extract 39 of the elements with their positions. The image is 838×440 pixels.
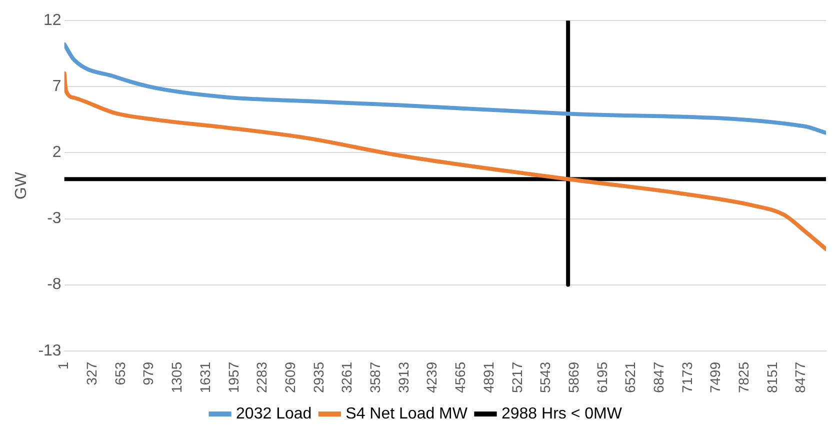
x-tick-label: 8151: [764, 362, 780, 394]
x-tick-label: 8477: [792, 362, 808, 394]
y-tick-label: -13: [38, 342, 62, 360]
y-tick-label: 7: [52, 78, 62, 96]
legend-label: S4 Net Load MW: [346, 405, 468, 422]
x-tick-label: 6521: [622, 362, 638, 394]
legend-label: 2032 Load: [236, 405, 312, 422]
x-tick-label: 4239: [424, 362, 440, 394]
x-tick-label: 6195: [594, 362, 610, 394]
x-tick-label: 7499: [707, 362, 724, 394]
x-tick-label: 7173: [678, 362, 695, 394]
y-tick-label: -8: [47, 276, 62, 294]
x-tick-label: 4891: [480, 362, 496, 394]
x-tick-label: 3587: [367, 362, 384, 394]
y-tick-label: 12: [44, 12, 62, 30]
x-tick-label: 4565: [452, 362, 468, 394]
x-tick-label: 7825: [736, 362, 752, 394]
x-tick-label: 3913: [395, 362, 412, 394]
x-tick-label: 653: [112, 362, 128, 386]
x-tick-label: 1631: [196, 362, 213, 394]
x-tick-label: 5217: [508, 362, 525, 394]
y-tick-label: -3: [47, 210, 62, 228]
x-tick-label: 2283: [254, 362, 270, 394]
x-tick-label: 1957: [225, 362, 242, 394]
x-tick-label: 5543: [537, 362, 554, 394]
x-tick-label: 327: [84, 362, 100, 386]
x-tick-label: 5869: [565, 362, 582, 394]
y-axis-title: GW: [13, 171, 30, 200]
x-tick-label: 979: [140, 362, 156, 386]
x-tick-label: 2609: [282, 362, 298, 394]
x-tick-label: 2935: [310, 362, 326, 394]
legend-label: 2988 Hrs < 0MW: [501, 405, 623, 422]
line-series: [64, 71, 826, 252]
line-series: [64, 42, 826, 135]
x-tick-label: 1: [55, 362, 72, 370]
x-tick-label: 6847: [650, 362, 667, 394]
y-tick-label: 2: [52, 144, 62, 162]
x-tick-label: 3261: [338, 362, 355, 394]
x-tick-label: 1305: [168, 362, 185, 394]
